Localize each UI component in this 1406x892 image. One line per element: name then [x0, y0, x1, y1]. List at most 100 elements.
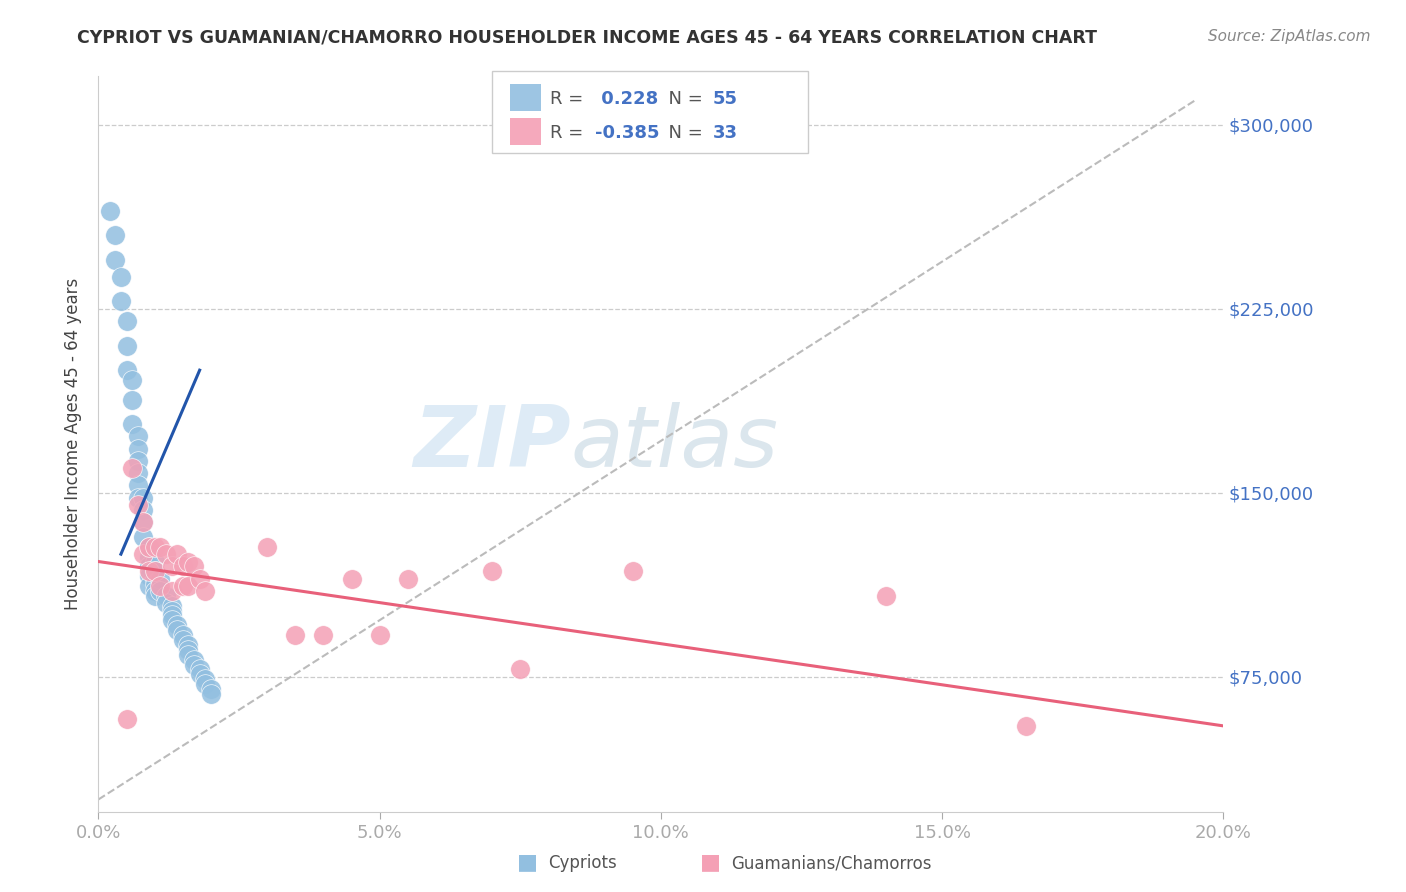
Point — [115, 338, 138, 352]
Text: 55: 55 — [713, 90, 738, 108]
Point — [177, 638, 200, 652]
Point — [621, 564, 644, 578]
Point — [256, 540, 278, 554]
Point — [115, 363, 138, 377]
Point — [138, 569, 160, 583]
Point — [132, 503, 155, 517]
Point — [200, 687, 222, 701]
Point — [143, 572, 166, 586]
Point — [127, 442, 149, 456]
Point — [132, 515, 155, 529]
Point — [149, 540, 172, 554]
Point — [143, 589, 166, 603]
Point — [1015, 719, 1038, 733]
Point — [143, 583, 166, 598]
Point — [183, 559, 205, 574]
Text: R =: R = — [550, 90, 589, 108]
Point — [143, 576, 166, 591]
Point — [177, 554, 200, 569]
Point — [115, 712, 138, 726]
Point — [875, 589, 897, 603]
Text: CYPRIOT VS GUAMANIAN/CHAMORRO HOUSEHOLDER INCOME AGES 45 - 64 YEARS CORRELATION : CYPRIOT VS GUAMANIAN/CHAMORRO HOUSEHOLDE… — [77, 29, 1097, 46]
Point — [172, 628, 194, 642]
Point — [166, 623, 188, 637]
Text: R =: R = — [550, 124, 589, 142]
Point — [155, 589, 177, 603]
Text: N =: N = — [657, 90, 709, 108]
Point — [132, 515, 155, 529]
Point — [143, 564, 166, 578]
Text: ■: ■ — [700, 853, 720, 872]
Point — [368, 628, 391, 642]
Point — [177, 579, 200, 593]
Text: -0.385: -0.385 — [595, 124, 659, 142]
Point — [132, 491, 155, 505]
Point — [155, 547, 177, 561]
Point — [110, 269, 132, 284]
Point — [138, 579, 160, 593]
Point — [121, 417, 143, 431]
Point — [188, 662, 211, 676]
Text: ■: ■ — [517, 853, 537, 872]
Text: 33: 33 — [713, 124, 738, 142]
Point — [127, 498, 149, 512]
Point — [104, 252, 127, 267]
Point — [509, 662, 531, 676]
Point — [166, 547, 188, 561]
Text: atlas: atlas — [571, 402, 779, 485]
Text: Guamanians/Chamorros: Guamanians/Chamorros — [731, 855, 932, 872]
Text: ZIP: ZIP — [413, 402, 571, 485]
Point — [188, 572, 211, 586]
Point — [138, 549, 160, 564]
Point — [115, 314, 138, 328]
Point — [284, 628, 307, 642]
Point — [160, 559, 183, 574]
Point — [149, 579, 172, 593]
Point — [127, 429, 149, 443]
Point — [194, 583, 217, 598]
Point — [98, 203, 121, 218]
Point — [121, 392, 143, 407]
Point — [138, 559, 160, 574]
Point — [160, 608, 183, 623]
Point — [149, 572, 172, 586]
Point — [104, 228, 127, 243]
Point — [155, 596, 177, 610]
Point — [143, 554, 166, 569]
Point — [194, 673, 217, 687]
Point — [312, 628, 335, 642]
Point — [127, 478, 149, 492]
Point — [188, 667, 211, 681]
Point — [177, 642, 200, 657]
Point — [340, 572, 363, 586]
Point — [160, 603, 183, 617]
Point — [172, 559, 194, 574]
Point — [177, 648, 200, 662]
Point — [138, 540, 160, 554]
Point — [132, 547, 155, 561]
Point — [138, 564, 160, 578]
Point — [166, 618, 188, 632]
Point — [194, 677, 217, 691]
Point — [183, 653, 205, 667]
Point — [149, 583, 172, 598]
Point — [160, 599, 183, 613]
Point — [127, 466, 149, 480]
Point — [121, 461, 143, 475]
Point — [200, 681, 222, 696]
Text: 0.228: 0.228 — [595, 90, 658, 108]
Point — [160, 583, 183, 598]
Point — [481, 564, 503, 578]
Point — [127, 454, 149, 468]
Point — [121, 373, 143, 387]
Point — [110, 294, 132, 309]
Point — [183, 657, 205, 672]
Point — [172, 633, 194, 648]
Point — [396, 572, 419, 586]
Point — [132, 530, 155, 544]
Point — [172, 579, 194, 593]
Point — [127, 491, 149, 505]
Text: Source: ZipAtlas.com: Source: ZipAtlas.com — [1208, 29, 1371, 44]
Point — [143, 540, 166, 554]
Y-axis label: Householder Income Ages 45 - 64 years: Householder Income Ages 45 - 64 years — [65, 277, 83, 610]
